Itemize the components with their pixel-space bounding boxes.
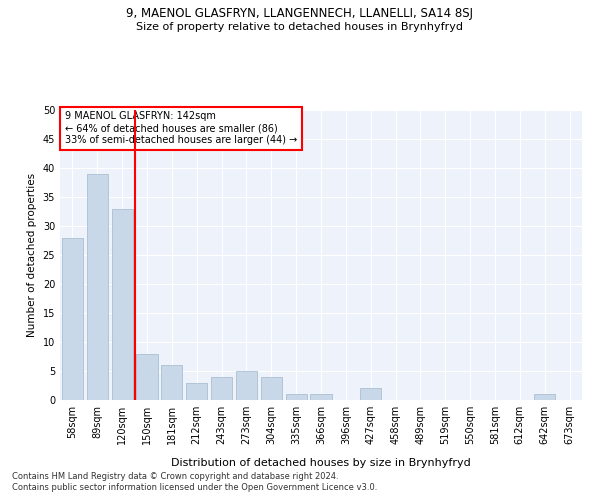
Bar — [534, 394, 555, 400]
Bar — [360, 388, 381, 400]
Bar — [211, 377, 232, 400]
Text: Contains public sector information licensed under the Open Government Licence v3: Contains public sector information licen… — [12, 484, 377, 492]
Bar — [87, 174, 108, 400]
Bar — [62, 238, 83, 400]
Text: 9 MAENOL GLASFRYN: 142sqm
← 64% of detached houses are smaller (86)
33% of semi-: 9 MAENOL GLASFRYN: 142sqm ← 64% of detac… — [65, 112, 298, 144]
Bar — [286, 394, 307, 400]
Bar — [161, 365, 182, 400]
Text: 9, MAENOL GLASFRYN, LLANGENNECH, LLANELLI, SA14 8SJ: 9, MAENOL GLASFRYN, LLANGENNECH, LLANELL… — [127, 8, 473, 20]
Text: Size of property relative to detached houses in Brynhyfryd: Size of property relative to detached ho… — [137, 22, 464, 32]
Bar — [186, 382, 207, 400]
Bar — [310, 394, 332, 400]
Bar — [236, 371, 257, 400]
Text: Distribution of detached houses by size in Brynhyfryd: Distribution of detached houses by size … — [171, 458, 471, 468]
Bar — [261, 377, 282, 400]
Text: Contains HM Land Registry data © Crown copyright and database right 2024.: Contains HM Land Registry data © Crown c… — [12, 472, 338, 481]
Y-axis label: Number of detached properties: Number of detached properties — [27, 173, 37, 337]
Bar — [112, 208, 133, 400]
Bar — [136, 354, 158, 400]
